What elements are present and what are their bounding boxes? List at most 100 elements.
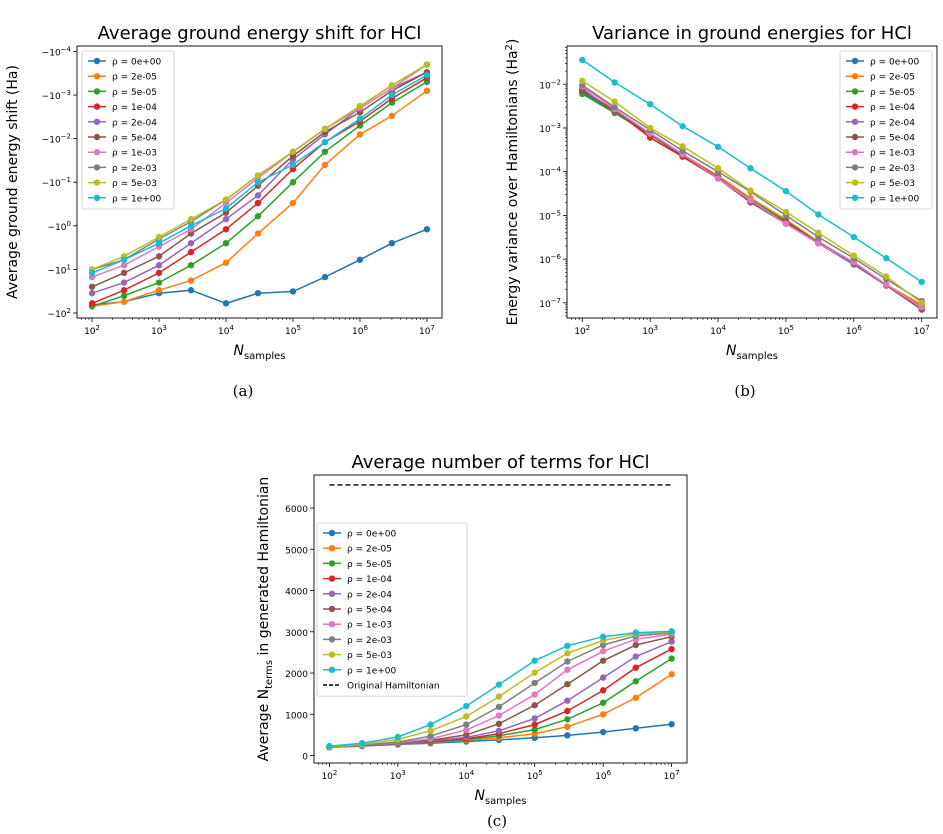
legend-swatch-marker [93, 179, 101, 186]
data-point [599, 647, 607, 655]
x-tick-exponent: 3 [654, 324, 658, 332]
caption-a: (a) [233, 382, 254, 400]
series-group [88, 61, 431, 310]
data-point [564, 650, 571, 657]
y-tick-exponent: −5 [551, 209, 561, 217]
data-point [187, 277, 195, 284]
y-tick-exponent: −2 [551, 78, 561, 86]
y-tick-exponent: 1 [67, 263, 71, 271]
data-point [120, 292, 128, 299]
data-point [388, 91, 396, 99]
data-point [88, 289, 96, 297]
y-tick-mantissa: −10 [48, 223, 67, 233]
legend-label: ρ = 2e-04 [870, 118, 915, 128]
data-point [321, 138, 329, 146]
data-point [423, 226, 431, 233]
data-point [423, 61, 431, 68]
data-point [531, 715, 538, 722]
data-point [579, 82, 586, 89]
x-tick-mantissa: 10 [710, 327, 722, 337]
data-point [668, 645, 675, 653]
x-tick-exponent: 5 [538, 769, 542, 777]
y-tick-mantissa: 0 [302, 753, 308, 763]
data-point [815, 211, 822, 218]
data-point [599, 633, 607, 640]
legend-swatch-marker [93, 133, 101, 141]
x-tick-mantissa: 10 [419, 327, 431, 337]
data-point [883, 273, 890, 280]
data-point [254, 192, 262, 199]
data-point [564, 680, 571, 688]
data-point [564, 697, 571, 704]
data-point [495, 693, 503, 700]
data-point [427, 732, 434, 740]
series [326, 628, 675, 750]
data-point [423, 71, 431, 79]
y-tick-label: 10−2 [539, 78, 561, 91]
data-point [495, 712, 503, 719]
data-point [747, 187, 754, 194]
data-point [289, 199, 297, 207]
data-point [531, 691, 538, 698]
data-point [88, 300, 96, 307]
legend-label: ρ = 2e-05 [347, 545, 392, 555]
y-tick-exponent: −4 [61, 45, 72, 53]
y-tick-label: −10−1 [42, 176, 71, 189]
data-point [883, 254, 890, 262]
y-tick-mantissa: 10 [539, 125, 551, 135]
legend-item: ρ = 5e-04 [323, 606, 392, 616]
x-tick-label: 106 [846, 324, 862, 337]
y-axis-label-superscript: 2 [504, 44, 515, 50]
x-tick-exponent: 7 [430, 324, 434, 332]
data-point [356, 115, 364, 122]
data-point [187, 262, 195, 269]
data-point [88, 283, 96, 290]
legend-label: ρ = 1e-04 [347, 575, 392, 585]
x-tick-mantissa: 10 [84, 327, 96, 337]
x-tick-mantissa: 10 [321, 772, 333, 782]
data-point [495, 681, 503, 688]
y-tick-label: 6000 [285, 505, 308, 515]
legend-box [316, 522, 468, 697]
data-point [254, 212, 262, 220]
data-point [579, 77, 586, 84]
data-point [289, 288, 297, 295]
data-point [850, 233, 858, 241]
data-point [187, 215, 195, 223]
legend-item: ρ = 1e+00 [323, 666, 397, 676]
y-tick-label: 10−6 [539, 253, 561, 266]
y-tick-label: 0 [302, 753, 308, 763]
x-tick-mantissa: 10 [595, 772, 607, 782]
legend-swatch-marker [851, 149, 859, 156]
data-point [155, 233, 163, 241]
x-tick-label: 107 [419, 324, 435, 337]
legend-label: ρ = 2e-05 [870, 73, 915, 83]
x-tick-mantissa: 10 [458, 772, 470, 782]
data-point [632, 694, 640, 702]
data-point [222, 226, 230, 233]
data-point [611, 79, 618, 86]
y-tick-exponent: −6 [551, 253, 562, 261]
x-tick-label: 105 [778, 324, 794, 337]
data-point [564, 707, 571, 715]
data-point [679, 122, 686, 130]
x-tick-mantissa: 10 [778, 327, 790, 337]
legend-label: ρ = 5e-04 [870, 134, 915, 144]
data-point [289, 179, 297, 186]
data-point [427, 721, 434, 728]
legend-swatch-marker [93, 73, 101, 80]
legend-swatch-marker [93, 57, 101, 65]
y-tick-label: −10−2 [42, 133, 71, 146]
legend-label: ρ = 5e-03 [870, 179, 915, 189]
data-point [564, 716, 571, 723]
data-point [254, 199, 262, 207]
series [579, 77, 925, 307]
x-tick-exponent: 3 [163, 324, 167, 332]
y-axis-label-main: Average ground energy shift (Ha) [5, 65, 21, 299]
x-tick-mantissa: 10 [846, 327, 858, 337]
series [88, 71, 431, 277]
y-axis-label: Average Nterms in generated Hamiltonian [256, 477, 275, 762]
x-axis-label-main: N [726, 343, 737, 359]
data-point [187, 287, 195, 294]
x-tick-mantissa: 10 [574, 327, 586, 337]
